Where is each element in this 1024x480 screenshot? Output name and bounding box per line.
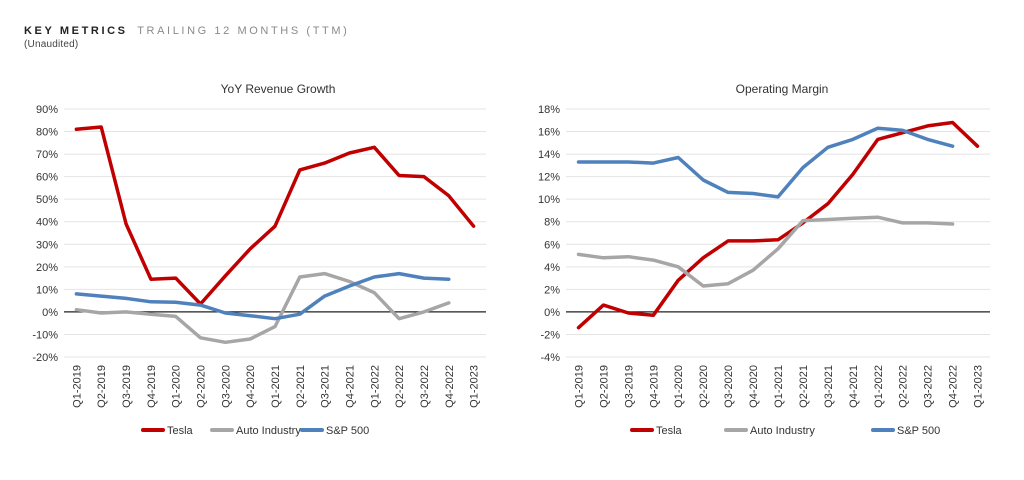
x-tick-label: Q1-2019: [573, 365, 585, 408]
revenue-growth-chart: YoY Revenue Growth -20% -10% 0% 10% 20% 30% 40%…: [32, 82, 486, 437]
x-tick-label: Q3-2021: [823, 365, 835, 408]
y-tick-label: 80%: [36, 127, 58, 139]
y-tick-label: 18%: [538, 104, 560, 116]
y-tick-label: 0%: [544, 307, 560, 319]
x-tick-label: Q2-2021: [295, 365, 307, 408]
y-tick-label: 14%: [538, 149, 560, 161]
x-tick-label: Q1-2022: [369, 365, 381, 408]
y-tick-label: 10%: [538, 194, 560, 206]
y-tick-label: 90%: [36, 104, 58, 116]
unaudited-note: (Unaudited): [24, 39, 79, 50]
legend-label-auto-industry: Auto Industry: [750, 425, 815, 437]
y-tick-label: -10%: [32, 329, 58, 341]
operating-margin-chart: Operating Margin -4% -2% 0% 2% 4% 6% 8% 10% 12% 14…: [538, 82, 990, 437]
x-tick-label: Q4-2019: [648, 365, 660, 408]
legend-label-sp-500: S&P 500: [897, 425, 940, 437]
y-tick-label: 12%: [538, 172, 560, 184]
x-tick-label: Q1-2021: [773, 365, 785, 408]
series-line-sp-500: [74, 271, 451, 321]
x-tick-label: Q2-2020: [698, 365, 710, 408]
x-tick-label: Q2-2021: [798, 365, 810, 408]
x-tick-label: Q2-2022: [898, 365, 910, 408]
x-tick-label: Q2-2019: [96, 365, 108, 408]
x-tick-label: Q3-2019: [121, 365, 133, 408]
x-tick-label: Q3-2022: [419, 365, 431, 408]
legend-label-tesla: Tesla: [656, 425, 683, 437]
y-tick-label: -4%: [540, 352, 560, 364]
x-tick-label: Q4-2019: [146, 365, 158, 408]
report-subtitle: TRAILING 12 MONTHS (TTM): [137, 25, 350, 37]
x-tick-label: Q3-2022: [923, 365, 935, 408]
x-tick-label: Q4-2021: [344, 365, 356, 408]
y-tick-label: 50%: [36, 194, 58, 206]
x-tick-label: Q4-2020: [245, 365, 257, 408]
chart-title: YoY Revenue Growth: [221, 82, 336, 96]
x-tick-label: Q3-2020: [220, 365, 232, 408]
x-tick-label: Q3-2019: [623, 365, 635, 408]
y-tick-label: 4%: [544, 262, 560, 274]
x-tick-label: Q2-2019: [598, 365, 610, 408]
legend-label-auto-industry: Auto Industry: [236, 425, 301, 437]
x-tick-label: Q1-2020: [171, 365, 183, 408]
report-title-row: KEY METRICS TRAILING 12 MONTHS (TTM): [24, 24, 349, 38]
y-tick-label: 60%: [36, 172, 58, 184]
x-tick-label: Q3-2021: [320, 365, 332, 408]
y-tick-label: 16%: [538, 127, 560, 139]
y-tick-label: 20%: [36, 262, 58, 274]
x-tick-label: Q4-2022: [948, 365, 960, 408]
x-tick-label: Q1-2023: [973, 365, 985, 408]
report-title: KEY METRICS: [24, 25, 128, 37]
y-tick-label: 70%: [36, 149, 58, 161]
x-tick-label: Q4-2022: [444, 365, 456, 408]
x-tick-label: Q4-2021: [848, 365, 860, 408]
x-tick-label: Q1-2022: [873, 365, 885, 408]
y-tick-label: 0%: [42, 307, 58, 319]
y-tick-label: 10%: [36, 284, 58, 296]
x-tick-label: Q4-2020: [748, 365, 760, 408]
legend-label-tesla: Tesla: [167, 425, 194, 437]
y-tick-label: -20%: [32, 352, 58, 364]
series-line-tesla: [576, 120, 980, 330]
x-tick-label: Q3-2020: [723, 365, 735, 408]
legend-label-sp-500: S&P 500: [326, 425, 369, 437]
y-tick-label: 2%: [544, 284, 560, 296]
y-tick-label: 30%: [36, 239, 58, 251]
y-tick-label: -2%: [540, 329, 560, 341]
x-tick-label: Q1-2019: [71, 365, 83, 408]
series-line-auto-industry: [576, 215, 955, 288]
x-tick-label: Q1-2023: [469, 365, 481, 408]
x-tick-label: Q1-2021: [270, 365, 282, 408]
series-line-auto-industry: [74, 271, 451, 345]
series-line-tesla: [74, 125, 476, 306]
chart-title: Operating Margin: [736, 82, 829, 96]
x-tick-label: Q1-2020: [673, 365, 685, 408]
y-tick-label: 40%: [36, 217, 58, 229]
y-tick-label: 6%: [544, 239, 560, 251]
y-tick-label: 8%: [544, 217, 560, 229]
x-tick-label: Q2-2020: [196, 365, 208, 408]
report-header: KEY METRICS TRAILING 12 MONTHS (TTM) (Un…: [24, 24, 349, 50]
series-line-sp-500: [576, 126, 955, 199]
x-tick-label: Q2-2022: [394, 365, 406, 408]
